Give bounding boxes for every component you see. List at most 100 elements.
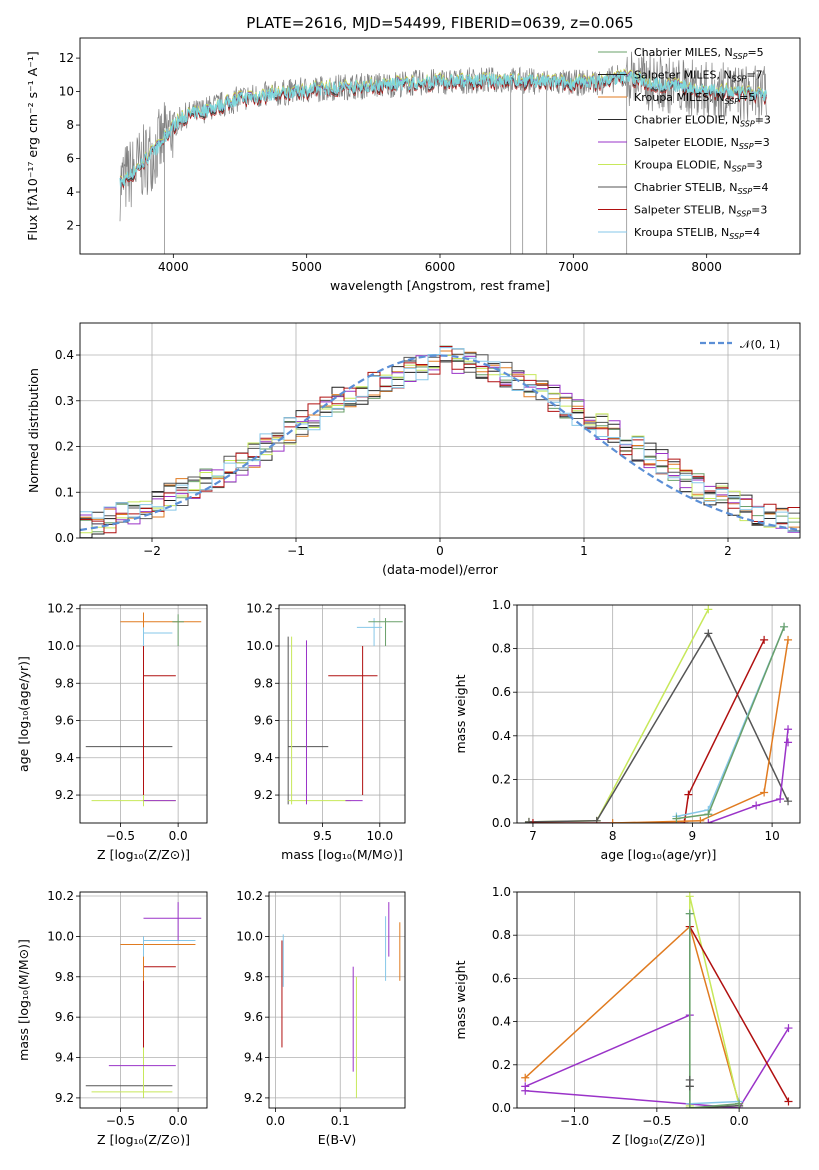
y-tick-label: 0.8 [492, 928, 511, 942]
plot-area [521, 892, 793, 1108]
x-tick-label: 0.0 [730, 1114, 749, 1128]
weight-line-1 [528, 631, 789, 823]
plot-area [85, 612, 202, 807]
y-tick-label: 9.8 [55, 970, 74, 984]
weight-marker [672, 814, 681, 823]
x-axis-label: Z [log₁₀(Z/Z⊙)] [97, 847, 190, 862]
legend-entry: Salpeter STELIB, NSSP=3 [634, 204, 767, 219]
weight-marker [760, 635, 769, 644]
axis-frame [79, 604, 208, 824]
y-axis-label: mass [log₁₀(M/M⊙)] [16, 939, 31, 1061]
y-axis-label: mass weight [453, 674, 468, 753]
x-axis-label: E(B-V) [318, 1132, 357, 1147]
x-tick-label: 0 [436, 544, 444, 558]
x-axis-label: (data-model)/error [382, 562, 499, 577]
y-tick-label: 0.4 [55, 348, 74, 362]
y-tick-label: 9.4 [244, 1051, 263, 1065]
x-tick-label: −1.0 [560, 1114, 589, 1128]
x-tick-label: 6000 [425, 260, 456, 274]
y-tick-label: 12 [59, 51, 74, 65]
y-tick-label: 0.4 [492, 729, 511, 743]
weight-marker [760, 788, 769, 797]
weight-line-1 [524, 1014, 691, 1088]
data-spectrum-line [119, 51, 767, 222]
weight-marker [784, 725, 793, 734]
plot-area [281, 902, 401, 1098]
y-tick-label: 9.2 [254, 788, 273, 802]
weight-line-6 [708, 729, 789, 823]
y-tick-label: 9.6 [254, 714, 273, 728]
histogram-step-7 [80, 346, 800, 538]
legend-entry: Salpeter MILES, NSSP=7 [634, 69, 763, 84]
y-tick-label: 0.8 [492, 642, 511, 656]
x-tick-label: −0.5 [106, 829, 135, 843]
weight-line-2 [532, 639, 765, 823]
gaussian-curve [80, 354, 800, 532]
x-tick-label: 9 [689, 829, 697, 843]
legend: Chabrier MILES, NSSP=5 Salpeter MILES, NS… [598, 46, 771, 241]
y-tick-label: 9.6 [244, 1010, 263, 1024]
y-tick-label: 10.2 [246, 602, 273, 616]
y-tick-label: 10.0 [47, 639, 74, 653]
weight-marker [521, 1086, 530, 1095]
weight-marker [735, 1099, 744, 1108]
y-axis-label: Flux [fλ10⁻¹⁷ erg cm⁻² s⁻¹ A⁻¹] [25, 51, 40, 240]
y-tick-label: 0.6 [492, 971, 511, 985]
x-tick-label: 0.0 [169, 829, 188, 843]
weight-marker [524, 817, 533, 823]
y-tick-label: 9.2 [244, 1091, 263, 1105]
weight-marker [685, 1104, 694, 1108]
x-axis-label: Z [log₁₀(Z/Z⊙)] [612, 1132, 705, 1147]
weight-marker [784, 1097, 793, 1106]
x-tick-label: 10.0 [366, 829, 393, 843]
plot-area [119, 51, 767, 254]
weight-marker [704, 629, 713, 638]
x-axis-label: mass [log₁₀(M/M⊙)] [281, 847, 403, 862]
x-tick-label: 1 [580, 544, 588, 558]
weight-marker [528, 819, 537, 823]
y-tick-label: 1.0 [492, 598, 511, 612]
y-tick-label: 4 [66, 185, 74, 199]
weight-line-7 [689, 913, 740, 1108]
y-tick-label: 10.2 [47, 889, 74, 903]
weight-marker [780, 622, 789, 631]
x-tick-label: −1 [287, 544, 305, 558]
x-tick-label: 0.0 [266, 1114, 285, 1128]
mass-age-panel: 9.5 10.0 9.2 9.4 9.6 9.8 10.0 10.2 mass [log₁₀(M… [246, 602, 406, 862]
y-tick-label: 9.8 [244, 970, 263, 984]
y-tick-label: 2 [66, 219, 74, 233]
weight-marker [784, 635, 793, 644]
y-tick-label: 9.4 [254, 751, 273, 765]
weight-line-2 [525, 1027, 790, 1108]
x-tick-label: 10 [764, 829, 779, 843]
axis-frame [79, 891, 208, 1109]
y-tick-label: 0.2 [492, 1058, 511, 1072]
y-tick-label: 0.1 [55, 485, 74, 499]
y-tick-label: 9.6 [55, 714, 74, 728]
x-tick-label: 2 [724, 544, 732, 558]
weight-marker [704, 819, 713, 823]
x-axis-label: Z [log₁₀(Z/Z⊙)] [97, 1132, 190, 1147]
x-tick-label: 4000 [158, 260, 189, 274]
weight-marker [752, 801, 761, 810]
z-mass-panel: −0.5 0.0 9.2 9.4 9.6 9.8 10.0 10.2 Z [log₁₀(Z/Z⊙… [16, 889, 208, 1147]
y-tick-label: 0.2 [55, 440, 74, 454]
legend-entry: Kroupa ELODIE, NSSP=3 [634, 159, 763, 174]
weight-marker [685, 1082, 694, 1091]
y-tick-label: 0.0 [55, 531, 74, 545]
legend-entry: Chabrier ELODIE, NSSP=3 [634, 114, 771, 129]
legend-entry: 𝒩(0, 1) [740, 338, 780, 351]
x-tick-label: 8000 [691, 260, 722, 274]
legend-entry: Salpeter ELODIE, NSSP=3 [634, 136, 770, 151]
weight-marker [521, 1073, 530, 1082]
y-tick-label: 0.0 [492, 1101, 511, 1115]
age-weight-panel: 7 8 9 10 0.0 0.2 0.4 0.6 0.8 1.0 age [log₁₀(age/yr… [453, 598, 801, 862]
y-tick-label: 10.2 [47, 602, 74, 616]
weight-marker [685, 892, 694, 901]
legend-entry: Chabrier MILES, NSSP=5 [634, 46, 764, 61]
weight-marker [704, 810, 713, 819]
y-tick-label: 9.8 [55, 676, 74, 690]
spectrum-panel: 4000 5000 6000 7000 8000 2 4 6 8 10 12 wavelength [… [25, 37, 801, 293]
y-tick-label: 9.2 [55, 788, 74, 802]
